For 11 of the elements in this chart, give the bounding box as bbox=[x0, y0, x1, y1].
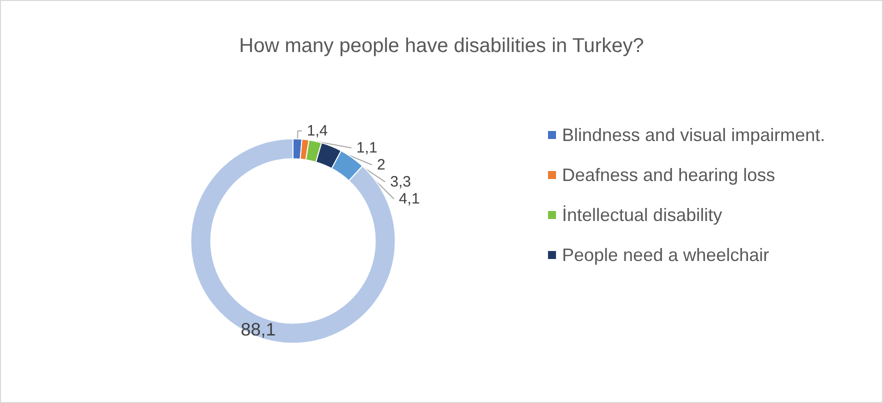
legend-label: Deafness and hearing loss bbox=[562, 165, 776, 185]
data-label: 1,1 bbox=[356, 139, 378, 156]
data-label: 88,1 bbox=[240, 320, 276, 340]
data-label: 3,3 bbox=[390, 173, 412, 190]
legend-label: Blindness and visual impairment. bbox=[562, 125, 826, 145]
data-label: 1,4 bbox=[306, 122, 328, 140]
data-label: 4,1 bbox=[398, 190, 420, 208]
legend-label: People need a wheelchair bbox=[562, 245, 770, 265]
chart-title: How many people have disabilities in Turkey? bbox=[239, 35, 644, 57]
data-label: 2 bbox=[376, 156, 386, 174]
legend-label: İntellectual disability bbox=[562, 205, 722, 225]
